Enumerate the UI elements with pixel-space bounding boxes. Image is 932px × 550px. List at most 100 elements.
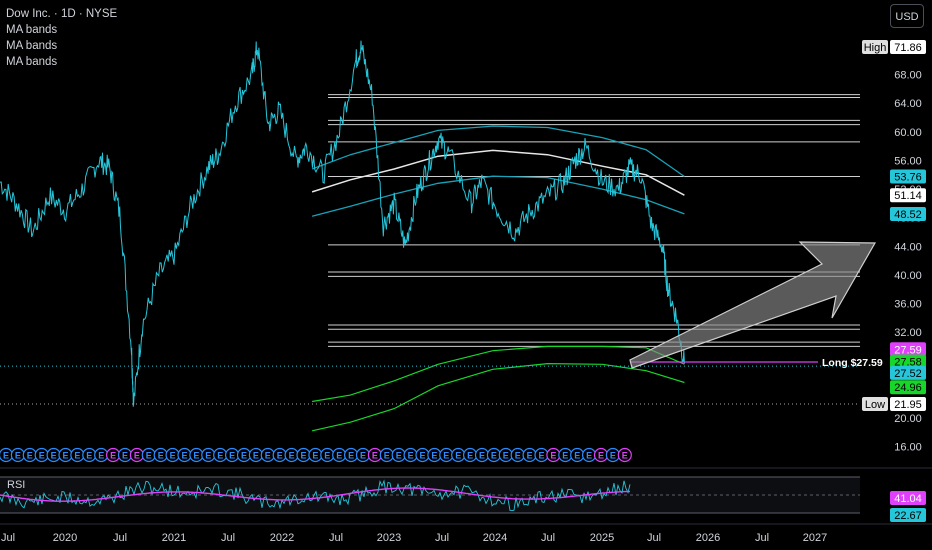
rsi-badge-bg (890, 491, 926, 505)
earnings-label: E (598, 451, 604, 461)
earnings-label: E (39, 451, 45, 461)
symbol-title[interactable]: Dow Inc. · 1D · NYSE (6, 8, 118, 20)
earnings-label: E (408, 451, 414, 461)
earnings-marker: E (165, 447, 180, 463)
price-badge-text: 27.58 (894, 356, 922, 368)
indicator-ma-bands-2[interactable]: MA bands (6, 40, 58, 52)
earnings-label: E (336, 451, 342, 461)
earnings-label: E (312, 451, 318, 461)
earnings-label: E (515, 451, 521, 461)
earnings-label: E (574, 451, 580, 461)
x-axis-tick: Jul (755, 532, 769, 544)
earnings-marker: E (617, 447, 632, 463)
earnings-label: E (74, 451, 80, 461)
earnings-marker: E (463, 447, 478, 463)
y-axis-tick: 60.00 (894, 127, 922, 139)
earnings-label: E (134, 451, 140, 461)
price-badge-text: 48.52 (894, 209, 922, 221)
indicator-ma-bands-1[interactable]: MA bands (6, 24, 58, 36)
x-axis-tick: 2020 (53, 532, 77, 544)
x-axis-tick: Jul (1, 532, 15, 544)
y-axis-tick: 20.00 (894, 413, 922, 425)
earnings-marker: E (10, 447, 25, 463)
x-axis-tick: Jul (329, 532, 343, 544)
ma-band-upper (311, 125, 685, 178)
earnings-marker: E (296, 447, 311, 463)
earnings-marker: E (558, 447, 573, 463)
earnings-label: E (443, 451, 449, 461)
price-badge: 27.52 (890, 365, 926, 380)
earnings-marker: E (605, 447, 621, 463)
earnings-label: E (170, 451, 176, 461)
price-badge-bg (890, 397, 926, 411)
price-badge-bg (890, 365, 926, 380)
y-axis-tick: 40.00 (894, 270, 922, 282)
x-axis-tick: 2026 (696, 532, 720, 544)
earnings-label: E (360, 451, 366, 461)
earnings-label: E (372, 451, 378, 461)
earnings-label: E (193, 451, 199, 461)
rsi-badge-bg (890, 508, 926, 522)
earnings-label: E (27, 451, 33, 461)
price-badge: 53.76 (890, 169, 926, 184)
low-tag-bg (862, 397, 888, 411)
earnings-label: E (538, 451, 544, 461)
y-axis-tick: 32.00 (894, 327, 922, 339)
earnings-marker: E (46, 447, 61, 463)
price-badge-bg (890, 380, 926, 395)
earnings-label: E (277, 451, 283, 461)
earnings-marker: E (248, 447, 263, 463)
earnings-label: E (622, 451, 628, 461)
earnings-label: E (51, 451, 57, 461)
earnings-marker: E (22, 447, 37, 463)
y-axis-tick: 36.00 (894, 299, 922, 311)
earnings-marker: E (581, 447, 597, 463)
earnings-label: E (467, 451, 473, 461)
price-badge: 27.58 (890, 354, 926, 369)
price-badge: 24.96 (890, 380, 926, 395)
earnings-marker: E (355, 447, 371, 463)
y-axis-tick: 68.00 (894, 70, 922, 82)
earnings-marker: E (427, 447, 442, 463)
price-badge-text: 24.96 (894, 382, 922, 394)
price-badge: 21.95 (890, 397, 926, 411)
x-axis-tick: 2022 (270, 532, 294, 544)
price-badge-text: 27.52 (894, 368, 922, 380)
rsi-value-badge: 41.04 (890, 491, 926, 505)
earnings-marker: E (391, 447, 406, 463)
earnings-marker: E (129, 447, 144, 463)
earnings-label: E (455, 451, 461, 461)
earnings-marker: E (177, 447, 192, 463)
earnings-marker: E (308, 447, 323, 463)
indicator-ma-bands-3[interactable]: MA bands (6, 56, 58, 68)
earnings-label: E (550, 451, 556, 461)
x-axis-tick: Jul (113, 532, 127, 544)
currency-button[interactable]: USD (890, 4, 924, 28)
earnings-marker: E (117, 447, 133, 463)
high-tag-bg (862, 40, 888, 54)
earnings-marker: E (451, 447, 466, 463)
x-axis-tick: 2027 (803, 532, 827, 544)
long-position-label: Long $27.59 (822, 357, 883, 369)
earnings-marker: E (403, 447, 418, 463)
earnings-label: E (158, 451, 164, 461)
earnings-label: E (146, 451, 152, 461)
rsi-label[interactable]: RSI (7, 479, 26, 491)
trend-arrow (629, 241, 877, 369)
price-badge-text: 71.86 (894, 42, 922, 54)
price-badge-bg (890, 188, 926, 203)
ma-band-lower (311, 175, 685, 217)
earnings-marker: E (570, 447, 585, 463)
x-axis-tick: Jul (221, 532, 235, 544)
earnings-marker: E (332, 447, 347, 463)
earnings-marker: E (153, 447, 168, 463)
x-axis-tick: Jul (435, 532, 449, 544)
price-badge-text: 27.59 (894, 344, 922, 356)
earnings-label: E (562, 451, 568, 461)
earnings-marker: E (593, 447, 609, 463)
price-badge: 27.59 (890, 342, 926, 357)
ma-band-middle (311, 149, 685, 196)
earnings-label: E (348, 451, 354, 461)
earnings-marker: E (141, 447, 156, 463)
